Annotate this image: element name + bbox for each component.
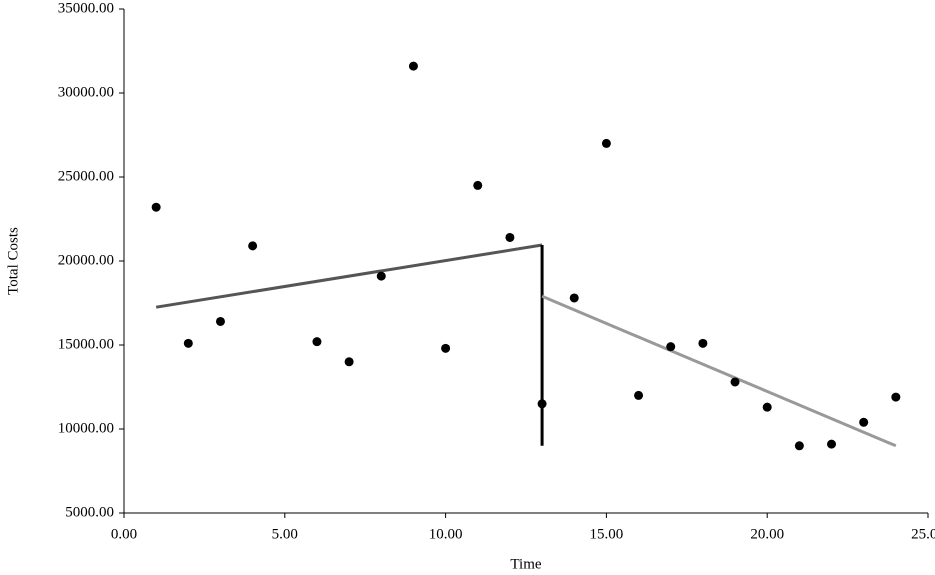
y-tick-label: 5000.00 xyxy=(65,504,114,520)
x-tick-label: 10.00 xyxy=(429,526,463,542)
data-point xyxy=(698,338,708,348)
x-tick-label: 20.00 xyxy=(750,526,784,542)
data-point xyxy=(859,417,869,427)
data-point xyxy=(505,232,515,242)
x-tick-label: 25.00 xyxy=(911,526,935,542)
data-point xyxy=(183,338,193,348)
data-point xyxy=(569,293,579,303)
y-tick-label: 20000.00 xyxy=(58,252,114,268)
data-point xyxy=(601,138,611,148)
data-point xyxy=(730,377,740,387)
data-point xyxy=(408,61,418,71)
x-tick-label: 5.00 xyxy=(272,526,298,542)
data-point xyxy=(537,399,547,409)
data-point xyxy=(312,337,322,347)
data-point xyxy=(794,441,804,451)
data-point xyxy=(634,390,644,400)
y-tick-label: 10000.00 xyxy=(58,420,114,436)
data-point xyxy=(441,343,451,353)
data-point xyxy=(827,439,837,449)
data-point xyxy=(248,241,258,251)
x-tick-label: 0.00 xyxy=(111,526,137,542)
y-axis-label: Total Costs xyxy=(5,227,21,295)
x-tick-label: 15.00 xyxy=(590,526,624,542)
data-point xyxy=(151,202,161,212)
data-point xyxy=(376,271,386,281)
trend-line xyxy=(155,243,543,309)
data-point xyxy=(762,402,772,412)
trend-line xyxy=(541,294,897,448)
y-tick-label: 30000.00 xyxy=(58,84,114,100)
y-tick-label: 35000.00 xyxy=(58,0,114,16)
x-axis-label: Time xyxy=(510,556,541,572)
data-point xyxy=(666,342,676,352)
y-tick-label: 25000.00 xyxy=(58,168,114,184)
data-point xyxy=(215,316,225,326)
data-point xyxy=(473,180,483,190)
data-point xyxy=(891,392,901,402)
data-point xyxy=(344,357,354,367)
y-tick-label: 15000.00 xyxy=(58,336,114,352)
